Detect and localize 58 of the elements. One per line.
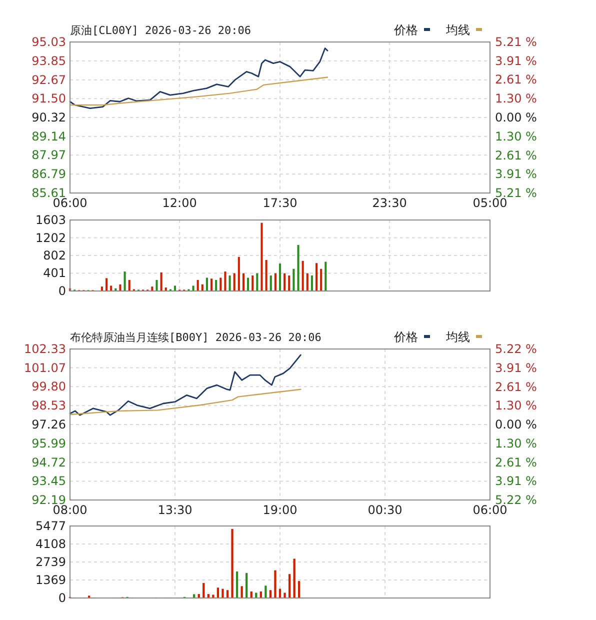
y-tick-label: 93.85 [32,54,66,68]
y-tick-label: 0 [58,591,66,605]
y2-tick-label: 1.30 % [495,436,537,450]
y-tick-label: 95.99 [32,436,66,450]
y2-tick-label: 1.30 % [495,398,537,413]
y2-tick-label: 1.30 % [495,92,537,106]
y-tick-label: 2739 [35,554,66,569]
chart-title: 原油[CL00Y] 2026-03-26 20:06 [70,24,251,37]
y2-tick-label: 2.61 % [495,148,537,162]
y2-tick-label: 1.30 % [495,129,537,144]
x-tick-label: 17:30 [262,196,298,210]
y2-tick-label: 0.00 % [495,418,537,432]
y-tick-label: 101.07 [24,360,66,375]
y-tick-label: 89.14 [32,129,66,144]
y2-tick-label: 0.00 % [495,110,537,124]
legend-label: 均线 [445,330,470,344]
y-tick-label: 87.97 [32,148,66,162]
y-tick-label: 1603 [35,213,66,227]
y2-tick-label: 3.91 % [495,360,537,375]
y2-tick-label: 3.91 % [495,474,537,488]
y-tick-label: 4108 [35,536,66,551]
x-tick-label: 19:00 [262,503,298,517]
y-tick-label: 5477 [35,519,66,533]
y-tick-label: 90.32 [32,110,66,124]
y2-tick-label: 2.61 % [495,72,537,87]
y2-tick-label: 2.61 % [495,380,537,394]
x-tick-label: 12:00 [162,196,197,210]
y-tick-label: 1202 [35,230,66,245]
x-tick-label: 23:30 [372,196,407,210]
y-tick-label: 92.67 [32,72,66,87]
y-tick-label: 1369 [35,573,66,588]
x-tick-label: 06:00 [472,503,508,517]
legend-label: 价格 [393,330,418,344]
y2-tick-label: 3.91 % [495,167,537,182]
legend-label: 均线 [445,23,470,37]
x-tick-label: 13:30 [158,503,192,517]
x-tick-label: 00:30 [368,503,402,517]
x-tick-label: 05:00 [472,196,508,210]
y-tick-label: 99.80 [32,380,66,394]
y2-tick-label: 5.21 % [495,35,537,49]
x-tick-label: 06:00 [52,196,88,210]
y-tick-label: 93.45 [32,474,66,488]
chart-title: 布伦特原油当月连续[B00Y] 2026-03-26 20:06 [70,331,322,344]
y-tick-label: 91.50 [32,92,66,106]
y-tick-label: 86.79 [32,167,66,182]
legend-label: 价格 [393,23,418,37]
y-tick-label: 802 [43,248,66,262]
y2-tick-label: 3.91 % [495,54,537,68]
y-tick-label: 401 [43,266,66,280]
y-tick-label: 94.72 [32,455,66,470]
y2-tick-label: 2.61 % [495,455,537,470]
y-tick-label: 95.03 [32,35,66,49]
x-tick-label: 08:00 [52,503,88,517]
y2-tick-label: 5.22 % [495,342,537,356]
y-tick-label: 97.26 [32,418,66,432]
y-tick-label: 0 [58,284,66,298]
y-tick-label: 102.33 [24,342,66,356]
y-tick-label: 98.53 [32,398,66,413]
